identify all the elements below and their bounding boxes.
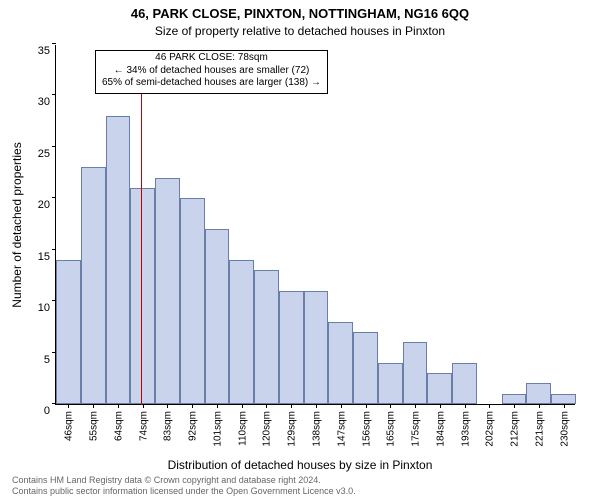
histogram-bar bbox=[304, 291, 329, 404]
y-tick-label: 0 bbox=[44, 405, 56, 417]
x-tick-mark bbox=[118, 404, 119, 408]
histogram-bar bbox=[328, 322, 353, 404]
histogram-bar bbox=[205, 229, 230, 404]
x-tick-label: 110sqm bbox=[235, 411, 248, 446]
y-tick-mark bbox=[52, 249, 56, 250]
x-axis-label: Distribution of detached houses by size … bbox=[0, 458, 600, 472]
x-tick-label: 230sqm bbox=[557, 411, 570, 447]
histogram-bar bbox=[427, 373, 452, 404]
x-tick-mark bbox=[93, 404, 94, 408]
y-tick-label: 20 bbox=[38, 199, 56, 211]
histogram-bar bbox=[502, 394, 527, 404]
histogram-bar bbox=[155, 178, 180, 404]
x-tick-label: 92sqm bbox=[186, 411, 199, 441]
x-tick-mark bbox=[415, 404, 416, 408]
x-tick-mark bbox=[440, 404, 441, 408]
annotation-line-3: 65% of semi-detached houses are larger (… bbox=[102, 77, 321, 90]
histogram-bar bbox=[106, 116, 131, 404]
histogram-bar bbox=[353, 332, 378, 404]
x-tick-mark bbox=[539, 404, 540, 408]
histogram-bar bbox=[452, 363, 477, 404]
y-axis-label: Number of detached properties bbox=[10, 142, 24, 307]
histogram-chart: 0510152025303546sqm55sqm64sqm74sqm83sqm9… bbox=[55, 45, 575, 405]
plot-area: 0510152025303546sqm55sqm64sqm74sqm83sqm9… bbox=[55, 45, 575, 405]
histogram-bar bbox=[526, 383, 551, 404]
x-tick-mark bbox=[167, 404, 168, 408]
x-tick-label: 55sqm bbox=[87, 411, 100, 441]
y-tick-label: 15 bbox=[38, 251, 56, 263]
y-tick-mark bbox=[52, 94, 56, 95]
x-tick-mark bbox=[489, 404, 490, 408]
histogram-bar bbox=[56, 260, 81, 404]
x-tick-label: 212sqm bbox=[508, 411, 521, 447]
histogram-bar bbox=[229, 260, 254, 404]
x-tick-mark bbox=[366, 404, 367, 408]
x-tick-label: 83sqm bbox=[161, 411, 174, 441]
x-tick-mark bbox=[266, 404, 267, 408]
histogram-bar bbox=[130, 188, 155, 404]
x-tick-label: 147sqm bbox=[334, 411, 347, 447]
x-tick-mark bbox=[316, 404, 317, 408]
x-tick-mark bbox=[465, 404, 466, 408]
x-tick-label: 129sqm bbox=[285, 411, 298, 447]
x-tick-mark bbox=[390, 404, 391, 408]
x-tick-label: 184sqm bbox=[433, 411, 446, 447]
y-tick-mark bbox=[52, 43, 56, 44]
footer-line-2: Contains public sector information licen… bbox=[12, 486, 356, 497]
y-tick-label: 5 bbox=[44, 354, 56, 366]
y-tick-mark bbox=[52, 146, 56, 147]
y-tick-label: 35 bbox=[38, 45, 56, 57]
x-tick-mark bbox=[68, 404, 69, 408]
y-tick-label: 30 bbox=[38, 96, 56, 108]
footer-attribution: Contains HM Land Registry data © Crown c… bbox=[12, 475, 356, 497]
histogram-bar bbox=[180, 198, 205, 404]
y-tick-label: 10 bbox=[38, 302, 56, 314]
property-marker-line bbox=[141, 87, 142, 405]
histogram-bar bbox=[81, 167, 106, 404]
x-tick-label: 101sqm bbox=[210, 411, 223, 447]
x-tick-label: 138sqm bbox=[310, 411, 323, 447]
annotation-box: 46 PARK CLOSE: 78sqm ← 34% of detached h… bbox=[95, 50, 328, 94]
chart-title: 46, PARK CLOSE, PINXTON, NOTTINGHAM, NG1… bbox=[0, 6, 600, 21]
x-tick-mark bbox=[143, 404, 144, 408]
y-tick-label: 25 bbox=[38, 148, 56, 160]
histogram-bar bbox=[403, 342, 428, 404]
x-tick-label: 202sqm bbox=[483, 411, 496, 447]
x-tick-label: 120sqm bbox=[260, 411, 273, 447]
chart-subtitle: Size of property relative to detached ho… bbox=[0, 24, 600, 38]
x-tick-label: 74sqm bbox=[136, 411, 149, 441]
x-tick-mark bbox=[564, 404, 565, 408]
x-tick-label: 156sqm bbox=[359, 411, 372, 447]
histogram-bar bbox=[551, 394, 576, 404]
annotation-line-1: 46 PARK CLOSE: 78sqm bbox=[102, 52, 321, 65]
x-tick-mark bbox=[291, 404, 292, 408]
x-tick-label: 221sqm bbox=[532, 411, 545, 447]
x-tick-mark bbox=[217, 404, 218, 408]
histogram-bar bbox=[254, 270, 279, 404]
x-tick-label: 165sqm bbox=[384, 411, 397, 447]
y-tick-mark bbox=[52, 197, 56, 198]
x-tick-mark bbox=[192, 404, 193, 408]
x-tick-label: 46sqm bbox=[62, 411, 75, 441]
x-tick-mark bbox=[341, 404, 342, 408]
x-tick-mark bbox=[514, 404, 515, 408]
x-tick-label: 64sqm bbox=[111, 411, 124, 441]
footer-line-1: Contains HM Land Registry data © Crown c… bbox=[12, 475, 356, 486]
x-tick-label: 193sqm bbox=[458, 411, 471, 447]
histogram-bar bbox=[279, 291, 304, 404]
histogram-bar bbox=[378, 363, 403, 404]
x-tick-mark bbox=[242, 404, 243, 408]
annotation-line-2: ← 34% of detached houses are smaller (72… bbox=[102, 65, 321, 78]
x-tick-label: 175sqm bbox=[409, 411, 422, 447]
